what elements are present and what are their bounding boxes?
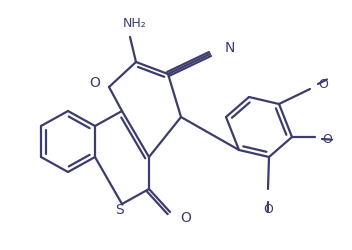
Text: O: O bbox=[322, 133, 332, 146]
Text: O: O bbox=[263, 202, 273, 215]
Text: O: O bbox=[89, 76, 100, 90]
Text: O: O bbox=[180, 210, 191, 224]
Text: O: O bbox=[318, 78, 328, 91]
Text: S: S bbox=[115, 202, 124, 216]
Text: NH₂: NH₂ bbox=[123, 17, 147, 30]
Text: N: N bbox=[225, 41, 235, 55]
